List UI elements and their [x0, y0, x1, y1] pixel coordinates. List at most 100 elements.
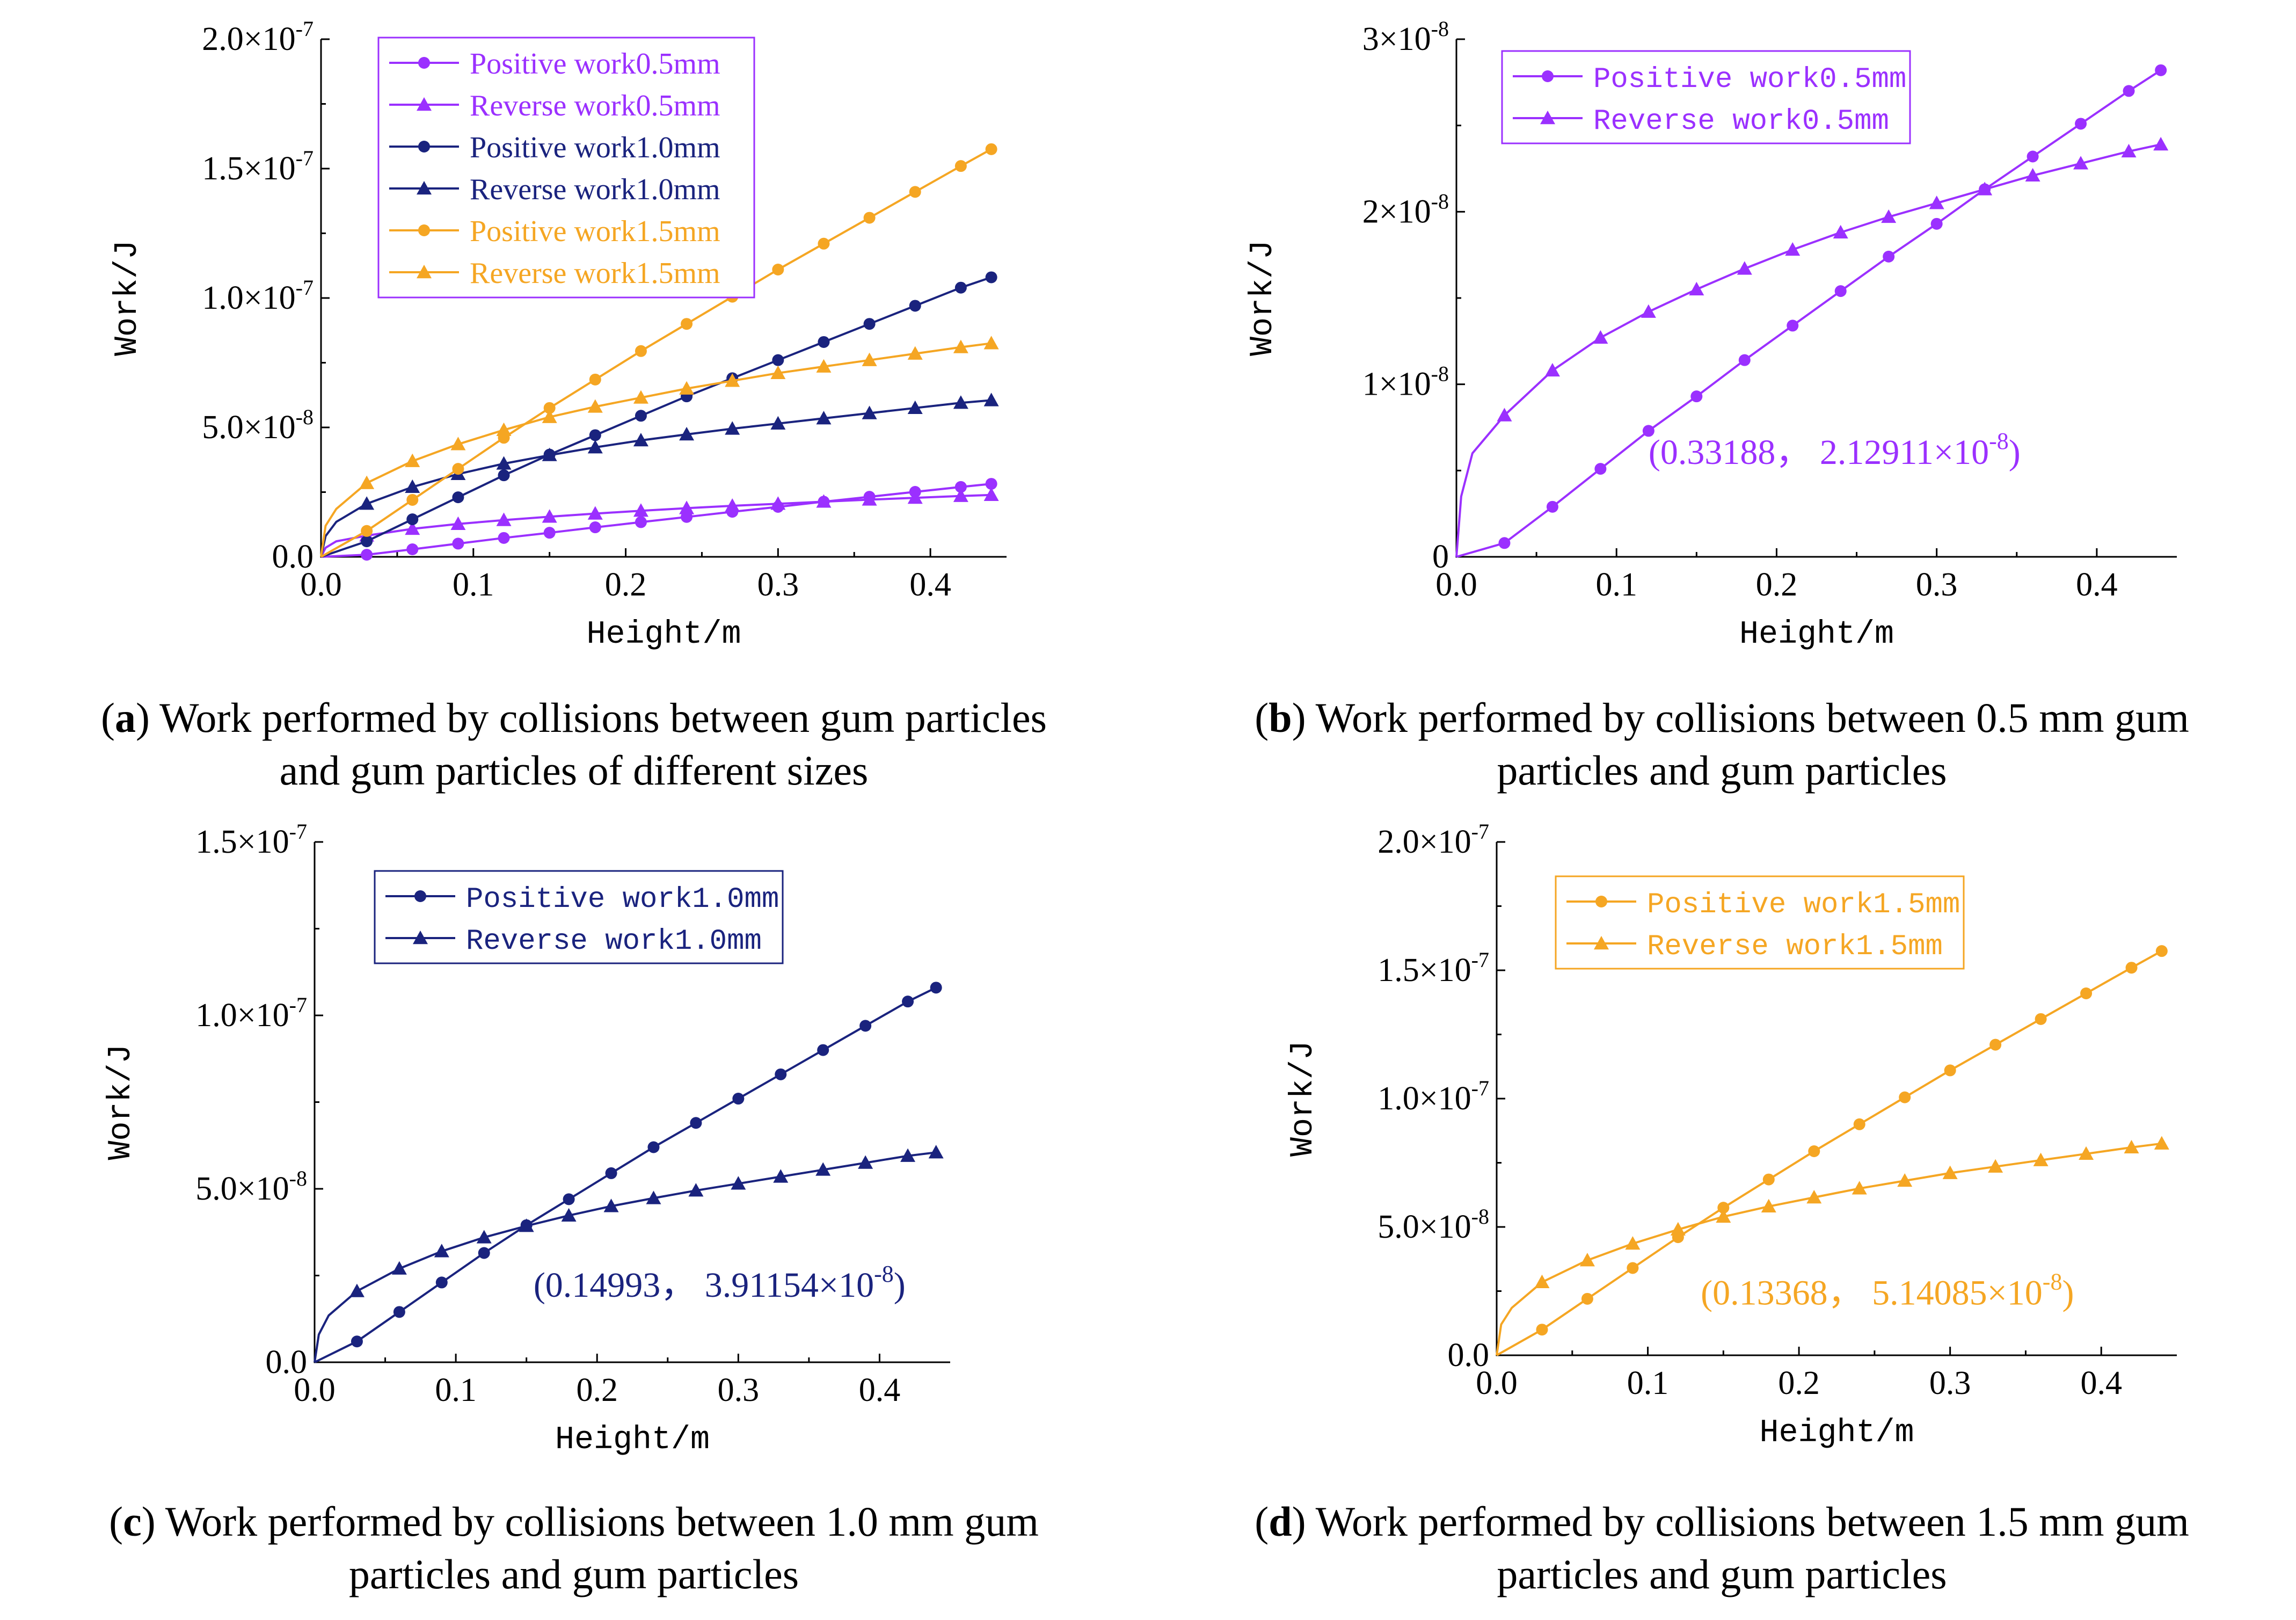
data-point — [406, 543, 419, 556]
caption-c-line1: ) Work performed by collisions between 1… — [141, 1498, 1039, 1545]
data-point — [391, 1261, 407, 1275]
legend-entry: Positive work1.0mm — [466, 883, 779, 916]
data-point — [2153, 137, 2169, 151]
x-tick-label: 0.4 — [2080, 1365, 2122, 1401]
series-line-positive — [320, 276, 992, 558]
legend-marker — [418, 224, 430, 236]
caption-d: (d) Work performed by collisions between… — [1255, 1498, 2189, 1597]
data-point — [1627, 1262, 1639, 1274]
data-point — [1737, 261, 1752, 275]
data-point — [361, 525, 373, 537]
x-tick-label: 0.2 — [1778, 1365, 1820, 1401]
data-point — [817, 1044, 829, 1056]
data-point — [646, 1190, 661, 1204]
data-point — [1988, 1159, 2003, 1173]
data-point — [1944, 1064, 1956, 1077]
data-point — [2155, 945, 2168, 957]
data-point — [2154, 1136, 2169, 1150]
panel-d: 0.0 0.1 0.2 0.3 0.4 0.0 5.0×10-8 1.0×10-7 1.5×10… — [1285, 819, 2177, 1451]
data-point — [452, 537, 464, 550]
x-axis-label: Height/m — [1739, 616, 1894, 653]
x-tick-label: 0.3 — [718, 1372, 760, 1408]
data-point — [863, 318, 876, 330]
data-point — [862, 405, 877, 419]
data-point — [1808, 1145, 1820, 1157]
caption-d-label: d — [1269, 1498, 1292, 1545]
data-point — [772, 263, 784, 275]
intersection-annotation: (0.33188， 2.12911×10-8) — [1649, 428, 2021, 472]
data-point — [2025, 168, 2040, 182]
caption-a-line1: ) Work performed by collisions between g… — [135, 694, 1047, 741]
intersection-annotation: (0.14993， 3.91154×10-8) — [534, 1261, 906, 1305]
data-point — [635, 345, 647, 357]
data-point — [953, 395, 968, 409]
data-point — [478, 1247, 490, 1259]
data-point — [1594, 463, 1607, 475]
data-point — [434, 1244, 449, 1258]
data-point — [816, 494, 832, 508]
caption-b: (b) Work performed by collisions between… — [1255, 694, 2189, 794]
caption-c: (c) Work performed by collisions between… — [109, 1498, 1039, 1597]
data-point — [1536, 1324, 1548, 1336]
series-line-positive — [1496, 950, 2162, 1356]
data-point — [589, 521, 601, 534]
data-point — [2123, 85, 2135, 97]
data-point — [1806, 1190, 1822, 1204]
data-point — [983, 487, 999, 502]
x-tick-label: 0.0 — [1435, 566, 1477, 603]
data-point — [406, 513, 419, 526]
data-point — [954, 281, 967, 294]
legend — [1555, 875, 1965, 970]
data-point — [731, 1176, 746, 1190]
data-point — [775, 1068, 787, 1080]
data-point — [1738, 354, 1751, 366]
legend-marker — [417, 265, 432, 279]
legend — [1501, 50, 1911, 144]
data-point — [2033, 1152, 2049, 1166]
data-point — [954, 160, 967, 172]
data-point — [405, 521, 420, 535]
data-point — [2080, 987, 2093, 1000]
data-point — [496, 422, 512, 437]
legend-entry: Positive work1.0mm — [470, 131, 720, 164]
data-point — [2124, 1139, 2139, 1154]
data-point — [519, 1218, 534, 1232]
y-tick-label: 5.0×10-8 — [202, 405, 314, 446]
data-point — [647, 1141, 660, 1153]
data-point — [542, 509, 557, 523]
data-point — [1716, 1209, 1731, 1223]
data-point — [816, 411, 832, 425]
data-point — [1929, 195, 1944, 209]
x-tick-label: 0.1 — [1627, 1365, 1669, 1401]
data-point — [361, 535, 373, 548]
data-point — [930, 982, 942, 994]
legend-entry: Positive work0.5mm — [1593, 63, 1906, 96]
data-point — [498, 469, 510, 482]
data-point — [1787, 319, 1799, 332]
data-point — [1581, 1292, 1593, 1305]
data-point — [679, 427, 695, 441]
x-tick-label: 0.2 — [576, 1372, 618, 1408]
data-point — [773, 1169, 789, 1183]
data-point — [862, 352, 877, 366]
series-line-positive — [1456, 69, 2162, 558]
x-axis-label: Height/m — [1759, 1415, 1914, 1451]
data-point — [542, 447, 557, 461]
y-tick-label: 1.5×10-7 — [1377, 948, 1489, 989]
data-point — [1689, 281, 1704, 296]
data-point — [496, 512, 512, 526]
data-point — [587, 440, 603, 454]
data-point — [1761, 1198, 1776, 1212]
data-point — [1852, 1181, 1867, 1195]
data-point — [452, 491, 464, 504]
series-line-reverse — [1455, 143, 2161, 557]
panel-a: 0.0 0.1 0.2 0.3 0.4 0.0 5.0×10-8 1.0×10-7 1.5×10… — [110, 17, 1007, 653]
y-tick-label: 0.0 — [266, 1344, 308, 1381]
data-point — [589, 373, 601, 386]
data-point — [359, 496, 375, 510]
x-tick-label: 0.0 — [300, 566, 342, 603]
panel-c: 0.0 0.1 0.2 0.3 0.4 0.0 5.0×10-8 1.0×10-7 1.5×10… — [103, 819, 950, 1458]
x-tick-label: 0.0 — [294, 1372, 336, 1408]
data-point — [770, 365, 786, 379]
